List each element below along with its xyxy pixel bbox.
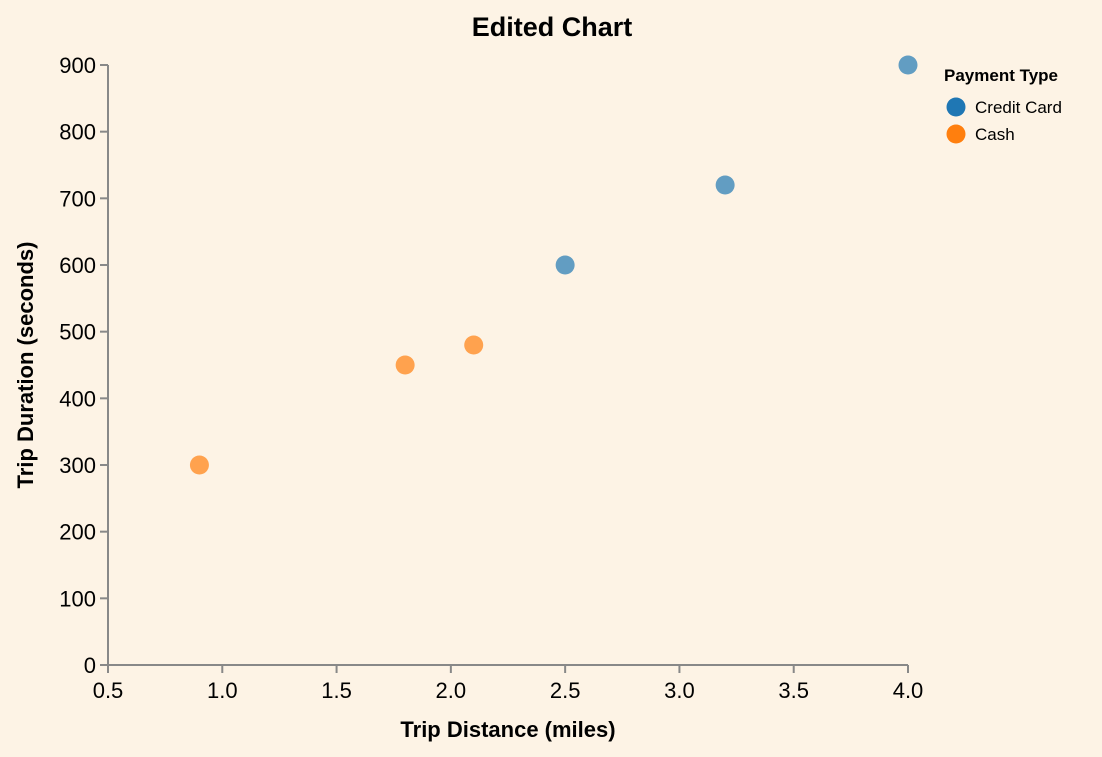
x-tick-label: 1.5 <box>321 678 352 703</box>
y-tick-label: 500 <box>59 320 96 345</box>
y-tick-label: 400 <box>59 386 96 411</box>
x-tick-label: 0.5 <box>93 678 124 703</box>
legend-items: Credit Card Cash <box>946 97 1062 144</box>
y-tick-label: 0 <box>84 653 96 678</box>
legend: Payment Type Credit Card Cash <box>944 66 1062 144</box>
legend-label: Cash <box>975 125 1015 144</box>
y-tick-label: 600 <box>59 253 96 278</box>
y-tick-label: 800 <box>59 120 96 145</box>
legend-item-cash: Cash <box>946 124 1015 144</box>
x-tick-label: 1.0 <box>207 678 238 703</box>
legend-item-credit-card: Credit Card <box>946 97 1062 117</box>
legend-swatch <box>946 97 966 117</box>
y-axis: 0 100 200 300 400 500 600 700 800 900 <box>59 53 109 678</box>
legend-swatch <box>946 124 966 144</box>
y-tick-label: 100 <box>59 586 96 611</box>
data-point-credit-card[interactable] <box>555 255 575 275</box>
x-axis-title: Trip Distance (miles) <box>400 717 615 742</box>
y-axis-title: Trip Duration (seconds) <box>13 242 38 489</box>
x-tick-label: 3.0 <box>664 678 695 703</box>
x-tick-label: 4.0 <box>893 678 924 703</box>
y-tick-label: 300 <box>59 453 96 478</box>
data-point-cash[interactable] <box>395 355 415 375</box>
y-tick-label: 900 <box>59 53 96 78</box>
x-tick-label: 2.5 <box>550 678 581 703</box>
x-tick-label: 3.5 <box>778 678 809 703</box>
chart-title: Edited Chart <box>472 12 633 42</box>
data-point-credit-card[interactable] <box>898 55 918 75</box>
y-tick-label: 200 <box>59 520 96 545</box>
y-tick-label: 700 <box>59 186 96 211</box>
data-point-cash[interactable] <box>464 335 484 355</box>
x-tick-label: 2.0 <box>436 678 467 703</box>
data-point-cash[interactable] <box>189 455 209 475</box>
points-layer <box>189 55 918 475</box>
x-axis: 0.5 1.0 1.5 2.0 2.5 3.0 3.5 4.0 <box>93 664 924 703</box>
data-point-credit-card[interactable] <box>715 175 735 195</box>
legend-label: Credit Card <box>975 98 1062 117</box>
legend-title: Payment Type <box>944 66 1058 85</box>
